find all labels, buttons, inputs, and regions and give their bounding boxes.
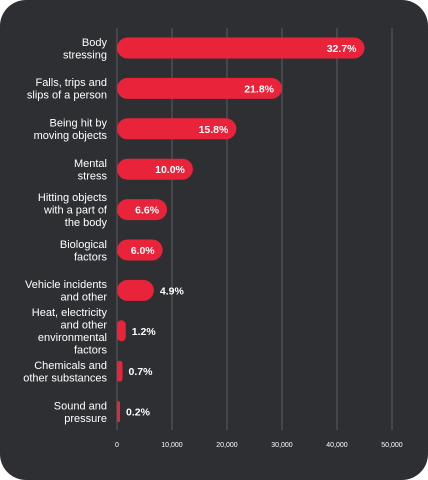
category-label: Hitting objects with a part of the body bbox=[38, 192, 108, 229]
category-label-line: and other bbox=[61, 292, 108, 304]
category-label: Body stressing bbox=[63, 37, 108, 62]
category-label: Heat, electricity and other environmental f… bbox=[32, 307, 108, 357]
category-label-line: environmental bbox=[38, 332, 107, 344]
bar bbox=[117, 158, 193, 180]
category-label-line: Mental bbox=[74, 158, 107, 170]
data-label: 0.2% bbox=[126, 407, 151, 419]
category-label-line: other substances bbox=[23, 372, 107, 384]
category-label-line: Chemicals and bbox=[34, 360, 107, 372]
bar bbox=[117, 239, 163, 261]
data-label: 6.0% bbox=[131, 245, 156, 257]
x-tick-label: 50,000 bbox=[381, 442, 403, 449]
data-label: 4.9% bbox=[160, 285, 185, 297]
category-label: Being hit by moving objects bbox=[34, 118, 108, 143]
data-label: 10.0% bbox=[155, 164, 185, 176]
category-label: Biological factors bbox=[60, 239, 108, 264]
category-label-line: Sound and bbox=[54, 400, 107, 412]
category-label-line: Biological bbox=[60, 239, 107, 251]
category-label-line: Being hit by bbox=[50, 118, 108, 130]
x-tick-label: 40,000 bbox=[326, 442, 348, 449]
category-label: Mental stress bbox=[74, 158, 108, 183]
category-label-line: stress bbox=[78, 170, 108, 182]
x-tick-label: 10,000 bbox=[161, 442, 183, 449]
category-label-line: Body bbox=[82, 37, 108, 49]
data-label: 1.2% bbox=[132, 326, 157, 338]
category-label-line: factors bbox=[74, 251, 108, 263]
bar bbox=[117, 118, 237, 140]
category-label-line: with a part of bbox=[43, 205, 108, 217]
category-label-line: Hitting objects bbox=[38, 192, 108, 204]
bar bbox=[117, 37, 365, 59]
data-label: 6.6% bbox=[135, 205, 160, 217]
bar bbox=[117, 77, 282, 99]
category-label-line: slips of a person bbox=[27, 90, 107, 102]
bar bbox=[117, 320, 126, 342]
data-label: 21.8% bbox=[244, 83, 274, 95]
x-tick-label: 20,000 bbox=[216, 442, 238, 449]
category-label: Sound and pressure bbox=[54, 400, 107, 425]
category-label-line: Falls, trips and bbox=[35, 77, 107, 89]
category-label: Chemicals and other substances bbox=[23, 360, 107, 385]
category-label: Falls, trips and slips of a person bbox=[27, 77, 107, 102]
data-label: 15.8% bbox=[199, 124, 229, 136]
bar bbox=[117, 279, 154, 301]
bar bbox=[117, 401, 120, 423]
category-label: Vehicle incidents and other bbox=[25, 279, 107, 304]
category-label-line: Vehicle incidents bbox=[25, 279, 107, 291]
data-label: 0.7% bbox=[129, 366, 154, 378]
category-label-line: Heat, electricity bbox=[32, 307, 108, 319]
x-tick-label: 0 bbox=[115, 442, 119, 449]
category-label-line: the body bbox=[65, 217, 108, 229]
x-tick-label: 30,000 bbox=[271, 442, 293, 449]
bar bbox=[117, 360, 123, 382]
category-label-line: stressing bbox=[63, 49, 107, 61]
category-label-line: and other bbox=[61, 320, 108, 332]
category-label-line: pressure bbox=[64, 413, 107, 425]
category-label-line: factors bbox=[74, 345, 108, 357]
data-label: 32.7% bbox=[327, 43, 357, 55]
category-label-line: moving objects bbox=[34, 130, 108, 142]
bar bbox=[117, 199, 168, 221]
